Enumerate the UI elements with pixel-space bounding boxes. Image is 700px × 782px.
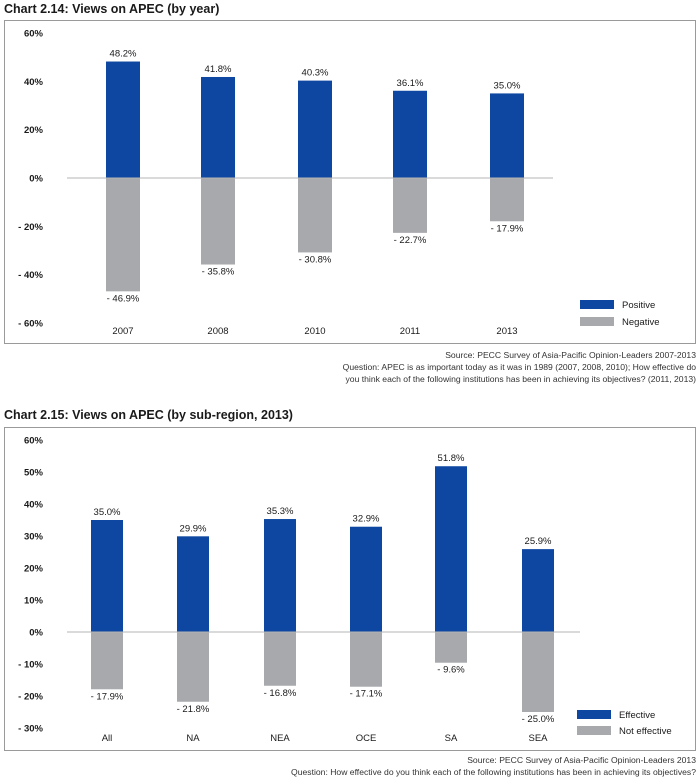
chart-214-bar-negative (106, 178, 140, 292)
chart-215-category-label: NEA (270, 733, 290, 744)
chart-214-data-label: 41.8% (205, 64, 232, 75)
chart-215-category-label: All (102, 733, 113, 744)
chart-215-bar-effective (177, 536, 209, 632)
chart-215-ytick-label: 60% (24, 436, 44, 447)
chart-215-legend-swatch (577, 710, 611, 719)
chart-215-frame: 60% 50% 40% 30% 20% 10% 0% - 10% - 20% - 30% 35.0%… (4, 427, 696, 751)
chart-214-legend-swatch (580, 317, 614, 326)
chart-214-bar-positive (393, 90, 427, 178)
chart-214-data-label: 40.3% (302, 68, 329, 79)
chart-214-data-label: 36.1% (397, 78, 424, 89)
chart-214-legend-label: Positive (622, 300, 655, 311)
chart-215-data-label: 29.9% (180, 523, 207, 534)
chart-214-bar-negative (393, 178, 427, 233)
chart-215-ytick-label: 10% (24, 596, 44, 607)
chart-214-data-label: 35.0% (494, 80, 521, 91)
chart-215-bar-not-effective (177, 632, 209, 702)
chart-215-bar-not-effective (435, 632, 467, 663)
chart-215-data-label: - 17.1% (350, 689, 383, 700)
chart-214-bar-positive (201, 76, 235, 178)
chart-215-title: Chart 2.15: Views on APEC (by sub-region… (4, 408, 293, 422)
chart-214-category-label: 2011 (400, 326, 420, 337)
chart-215-data-label: - 16.8% (264, 688, 297, 699)
chart-215-bar-not-effective (350, 632, 382, 687)
chart-215-data-label: 35.0% (94, 507, 121, 518)
chart-214-category-label: 2007 (112, 326, 133, 337)
chart-215-source: Source: PECC Survey of Asia-Pacific Opin… (291, 754, 696, 778)
chart-215-data-label: 51.8% (438, 453, 465, 464)
chart-215-data-label: 35.3% (267, 506, 294, 517)
chart-214-source-line-1: Source: PECC Survey of Asia-Pacific Opin… (445, 350, 696, 360)
chart-214-bar-negative (490, 178, 524, 222)
chart-214-legend-swatch (580, 300, 614, 309)
chart-215-bar-effective (91, 520, 123, 632)
chart-215-category-label: SEA (528, 733, 548, 744)
chart-214-data-label: 48.2% (110, 49, 137, 60)
chart-214-svg: 60% 40% 20% 0% - 20% - 40% - 60% 48.2% - 46.9% 20… (18, 29, 660, 338)
chart-215-data-label: 32.9% (353, 514, 380, 525)
chart-215-bar-not-effective (91, 632, 123, 690)
chart-214-data-label: - 22.7% (394, 235, 427, 246)
chart-214-ytick-label: - 20% (18, 222, 43, 233)
chart-214-title: Chart 2.14: Views on APEC (by year) (4, 2, 220, 16)
chart-215-ytick-label: 20% (24, 564, 44, 575)
chart-214-category-label: 2013 (496, 326, 517, 337)
chart-215-bar-effective (264, 519, 296, 632)
chart-214-frame: 60% 40% 20% 0% - 20% - 40% - 60% 48.2% - 46.9% 20… (4, 20, 696, 344)
chart-214-ytick-label: 0% (29, 174, 43, 185)
chart-215-legend-label: Effective (619, 710, 655, 721)
chart-214-source: Source: PECC Survey of Asia-Pacific Opin… (343, 349, 696, 385)
chart-215-legend-swatch (577, 726, 611, 735)
chart-215-ytick-label: 0% (29, 628, 43, 639)
chart-214-ytick-label: - 60% (18, 319, 43, 330)
chart-215-data-label: - 17.9% (91, 691, 124, 702)
chart-214-category-label: 2010 (304, 326, 325, 337)
chart-214-data-label: - 30.8% (299, 254, 332, 265)
chart-215-category-label: SA (445, 733, 458, 744)
chart-215-source-line-2: Question: How effective do you think eac… (291, 767, 696, 777)
chart-214-source-line-3: you think each of the following institut… (345, 374, 697, 384)
chart-214-data-label: - 17.9% (491, 223, 524, 234)
chart-215-ytick-label: 50% (24, 468, 44, 479)
chart-215-data-label: 25.9% (525, 536, 552, 547)
chart-215-category-label: OCE (356, 733, 377, 744)
chart-215-ytick-label: - 10% (18, 660, 43, 671)
chart-215-ytick-label: 30% (24, 532, 44, 543)
chart-214-ytick-label: 40% (24, 77, 44, 88)
chart-214-ytick-label: 20% (24, 125, 44, 136)
chart-215-source-line-1: Source: PECC Survey of Asia-Pacific Opin… (467, 755, 696, 765)
chart-215-bar-effective (350, 526, 382, 632)
chart-215-ytick-label: 40% (24, 500, 44, 511)
chart-214-data-label: - 35.8% (202, 267, 235, 278)
chart-215-bar-not-effective (522, 632, 554, 712)
chart-215-svg: 60% 50% 40% 30% 20% 10% 0% - 10% - 20% - 30% 35.0%… (18, 436, 672, 745)
chart-215-ytick-label: - 30% (18, 724, 43, 735)
chart-215-data-label: - 9.6% (437, 665, 465, 676)
chart-215-ytick-label: - 20% (18, 692, 43, 703)
chart-214-bar-positive (298, 80, 332, 178)
chart-214-data-label: - 46.9% (107, 293, 140, 304)
chart-214-bar-positive (490, 93, 524, 178)
chart-214-bar-positive (106, 61, 140, 179)
chart-214-category-label: 2008 (207, 326, 228, 337)
chart-214-bar-negative (298, 178, 332, 253)
chart-214-source-line-2: Question: APEC is as important today as … (342, 362, 696, 372)
chart-214-bar-negative (201, 178, 235, 265)
chart-215-legend-label: Not effective (619, 726, 672, 737)
chart-215-category-label: NA (186, 733, 200, 744)
chart-214-ytick-label: - 40% (18, 270, 43, 281)
chart-215-bar-effective (435, 466, 467, 632)
chart-214-legend-label: Negative (622, 317, 660, 328)
chart-214-ytick-label: 60% (24, 29, 44, 40)
chart-215-bar-not-effective (264, 632, 296, 686)
chart-215-bar-effective (522, 549, 554, 632)
chart-215-data-label: - 25.0% (522, 714, 555, 725)
chart-215-data-label: - 21.8% (177, 704, 210, 715)
